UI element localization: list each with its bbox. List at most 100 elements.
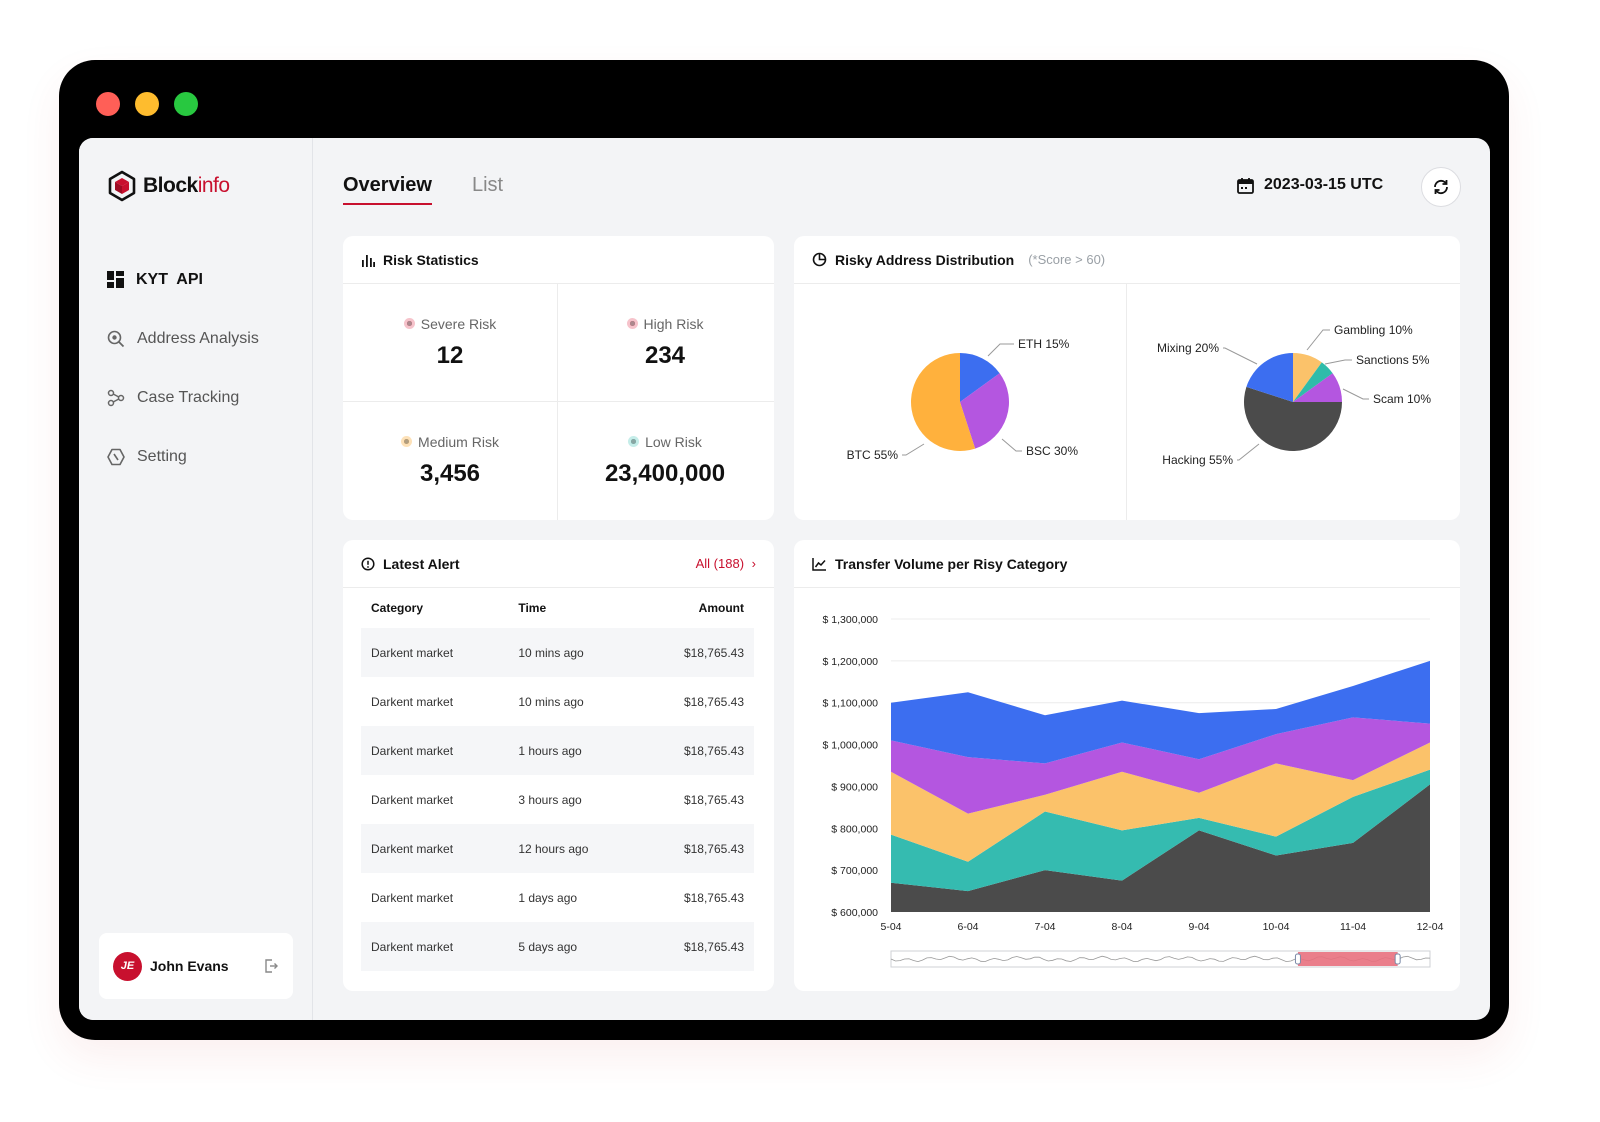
minimize-window-dot[interactable] [135, 92, 159, 116]
sidebar-item-kyt-api[interactable]: KYT API [107, 250, 297, 309]
close-window-dot[interactable] [96, 92, 120, 116]
card-title: Transfer Volume per Risy Category [835, 555, 1068, 572]
column-header-amount[interactable]: Amount [698, 601, 744, 615]
tab-overview[interactable]: Overview [343, 174, 432, 205]
column-header-category[interactable]: Category [371, 601, 424, 615]
pie-label-line [1237, 443, 1260, 461]
pie-slice[interactable] [911, 353, 976, 451]
table-row[interactable]: Darkent market 1 days ago $18,765.43 [361, 873, 754, 922]
area-series[interactable] [891, 717, 1430, 814]
column-header-time[interactable]: Time [518, 601, 547, 615]
graph-nodes-icon [107, 389, 125, 406]
card-note: (*Score > 60) [1028, 252, 1106, 267]
stat-value: 12 [436, 341, 464, 369]
user-name: John Evans [150, 958, 229, 974]
sidebar-item-case-tracking[interactable]: Case Tracking [107, 368, 297, 427]
cell-amount: $18,765.43 [683, 792, 744, 807]
area-series[interactable] [891, 784, 1430, 912]
pie-slice[interactable] [1293, 373, 1342, 402]
cell-category: Darkent market [361, 922, 509, 971]
y-tick-label: $ 1,200,000 [823, 656, 879, 668]
pie-slice[interactable] [1244, 386, 1342, 451]
table-row[interactable]: Darkent market 10 mins ago $18,765.43 [361, 677, 754, 726]
card-title: Risky Address Distribution [835, 251, 1015, 268]
table-header-row: Category Time Amount [361, 588, 754, 628]
table-row[interactable]: Darkent market 12 hours ago $18,765.43 [361, 824, 754, 873]
x-tick-label: 7-04 [1034, 921, 1055, 933]
area-series[interactable] [891, 769, 1430, 892]
severe-risk-dot-icon [403, 318, 415, 329]
cell-amount: $18,765.43 [638, 628, 754, 677]
pie-label: ETH 15% [1018, 337, 1070, 351]
pie-label: BTC 55% [847, 448, 899, 462]
risk-statistics-card: Risk Statistics Severe Risk 12 High Risk… [343, 236, 774, 520]
pie-label: Sanctions 5% [1356, 353, 1430, 367]
table-row[interactable]: Darkent market 10 mins ago $18,765.43 [361, 628, 754, 677]
area-series[interactable] [891, 742, 1430, 862]
stat-label-text: Severe Risk [420, 315, 497, 332]
search-analysis-icon [107, 330, 125, 347]
brand-name-light: info [197, 174, 230, 197]
pie-slice[interactable] [960, 373, 1009, 449]
logout-icon[interactable] [263, 958, 279, 974]
settings-hexagon-icon [107, 448, 125, 465]
range-handle[interactable] [1394, 953, 1401, 965]
pie-slice[interactable] [1293, 362, 1333, 402]
stat-label: High Risk [626, 316, 703, 332]
medium-risk-dot-icon [401, 436, 413, 447]
x-tick-label: 9-04 [1188, 921, 1209, 933]
date-text: 2023-03-15 UTC [1264, 176, 1384, 193]
device-frame: Blockinfo KYT API Address Analysis Case … [59, 60, 1509, 1040]
user-card: JE John Evans [99, 933, 293, 999]
card-header: Transfer Volume per Risy Category [794, 540, 1460, 588]
pie-label-line [1342, 388, 1369, 400]
chevron-right-icon: › [751, 556, 756, 571]
stat-label: Severe Risk [403, 315, 497, 332]
stat-severe-risk[interactable]: Severe Risk 12 [343, 284, 557, 401]
brand-logo[interactable]: Blockinfo [107, 170, 230, 202]
all-alerts-link[interactable]: All (188) › [696, 556, 756, 571]
cell-category: Darkent market [361, 628, 509, 677]
pie-slice[interactable] [1293, 353, 1322, 402]
all-alerts-link-text: All (188) [695, 556, 745, 571]
stat-value: 234 [644, 341, 686, 369]
range-selector-window[interactable] [1297, 952, 1398, 966]
sidebar-item-label: Case Tracking [137, 388, 240, 406]
x-tick-label: 5-04 [880, 921, 901, 933]
card-title: Latest Alert [383, 555, 460, 572]
app-screen: Blockinfo KYT API Address Analysis Case … [79, 138, 1490, 1020]
maximize-window-dot[interactable] [174, 92, 198, 116]
table-row[interactable]: Darkent market 1 hours ago $18,765.43 [361, 726, 754, 775]
table-row[interactable]: Darkent market 5 days ago $18,765.43 [361, 922, 754, 971]
pie-chart-icon [812, 252, 827, 267]
pie-label-line [1324, 359, 1352, 365]
refresh-button[interactable] [1421, 167, 1461, 207]
sidebar-item-address-analysis[interactable]: Address Analysis [107, 309, 297, 368]
pie-slice[interactable] [960, 353, 1000, 402]
area-series[interactable] [891, 660, 1430, 764]
pie-label: Scam 10% [1373, 392, 1431, 406]
stat-high-risk[interactable]: High Risk 234 [558, 284, 772, 401]
stat-medium-risk[interactable]: Medium Risk 3,456 [343, 402, 557, 519]
cube-logo-icon [108, 170, 136, 202]
chain-distribution-pie: ETH 15% BSC 30% BTC 55% [847, 337, 1079, 462]
table-row[interactable]: Darkent market 3 hours ago $18,765.43 [361, 775, 754, 824]
transfer-volume-area-chart: $ 600,000 $ 700,000 $ 800,000 $ 900,000 $ 1,… [823, 614, 1444, 968]
sidebar-item-setting[interactable]: Setting [107, 427, 297, 486]
cell-time: 3 hours ago [518, 792, 582, 807]
tab-list[interactable]: List [471, 174, 504, 196]
range-handle[interactable] [1294, 953, 1301, 965]
pie-label-line [1001, 438, 1022, 452]
pie-label: Hacking 55% [1162, 453, 1233, 467]
stat-low-risk[interactable]: Low Risk 23,400,000 [558, 402, 772, 519]
risky-address-distribution-card: Risky Address Distribution (*Score > 60)… [794, 236, 1460, 520]
card-header: Latest Alert All (188) › [343, 540, 774, 588]
cell-time: 10 mins ago [508, 628, 639, 677]
date-display[interactable]: 2023-03-15 UTC [1237, 176, 1383, 194]
avatar[interactable]: JE [113, 951, 142, 981]
pie-label-line [1223, 347, 1258, 365]
pie-slice[interactable] [1246, 353, 1293, 402]
cell-amount: $18,765.43 [638, 824, 754, 873]
stat-label: Low Risk [628, 434, 702, 450]
stat-label: Medium Risk [401, 434, 499, 450]
